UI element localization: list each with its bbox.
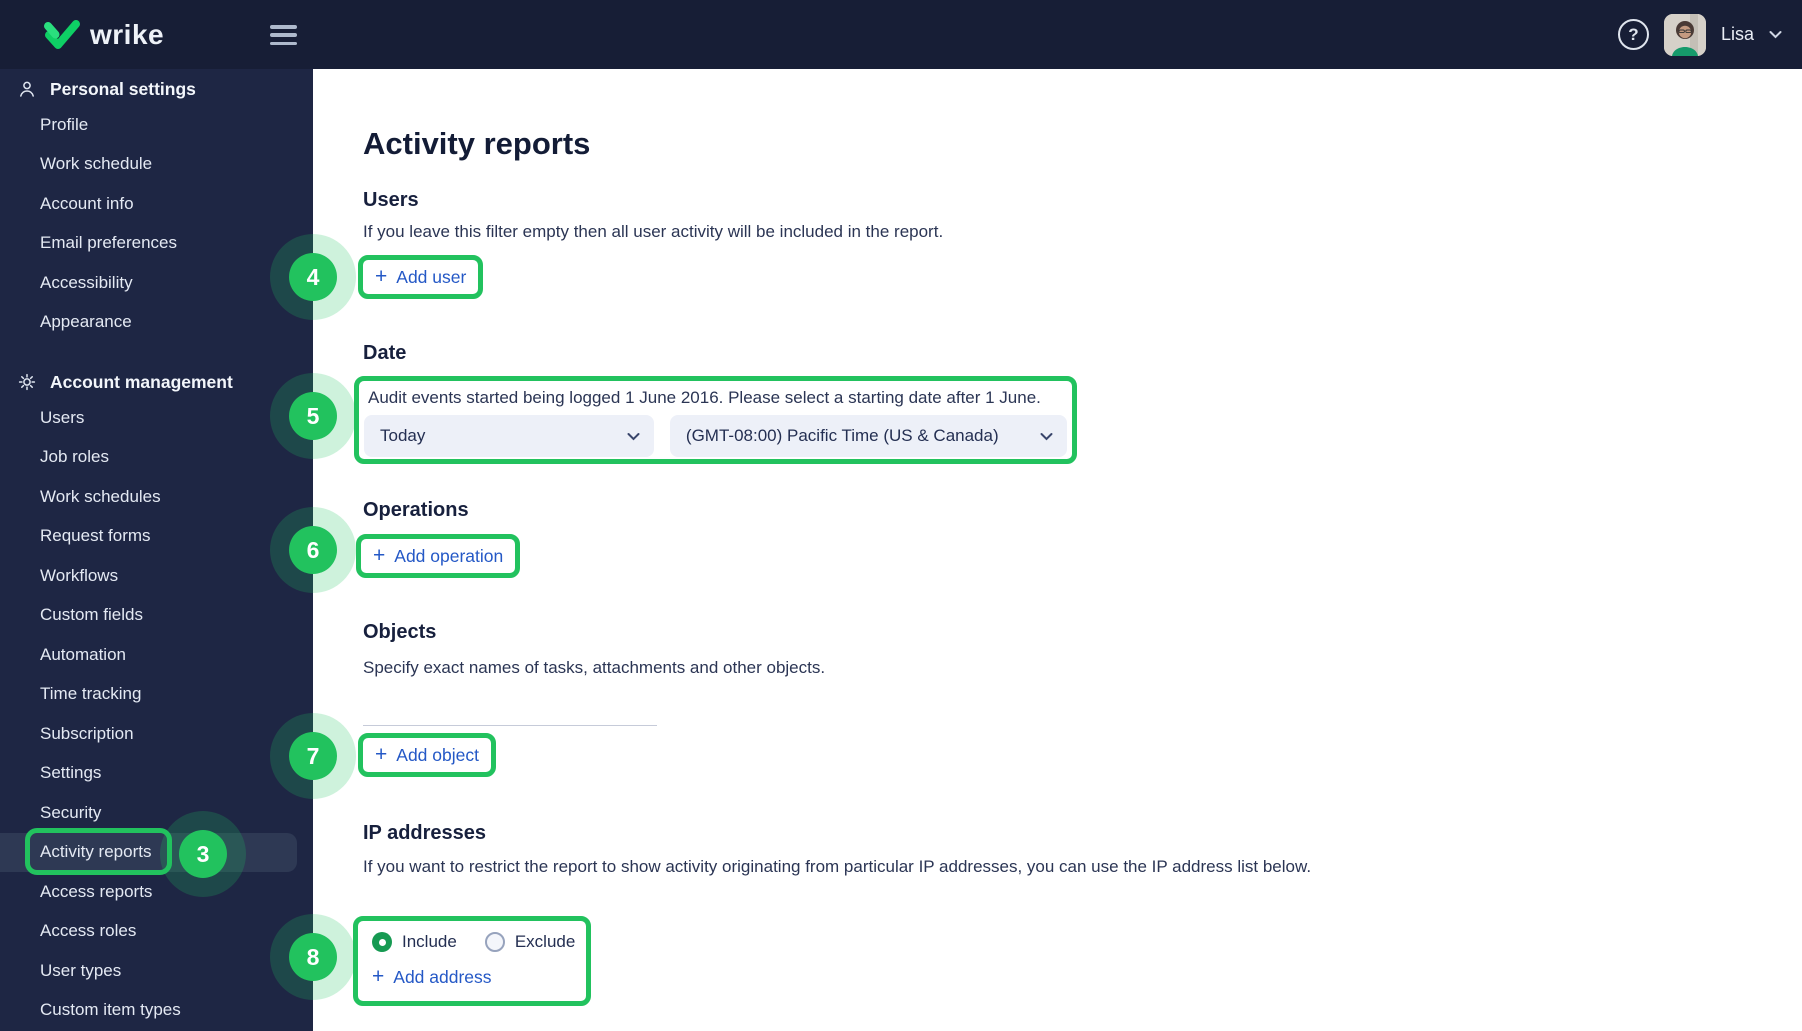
annotation-box-3 [25,828,172,875]
annotation-box-8: Include Exclude + Add address [353,916,591,1006]
annotation-box-7: + Add object [358,733,496,777]
timezone-value: (GMT-08:00) Pacific Time (US & Canada) [685,426,999,445]
gear-icon [17,372,37,392]
exclude-label: Exclude [514,932,576,951]
sidebar-item-time-tracking[interactable]: Time tracking [40,684,142,704]
sidebar-item-profile[interactable]: Profile [40,114,89,134]
sidebar-item-job-roles[interactable]: Job roles [40,447,109,467]
add-operation-button[interactable]: + Add operation [373,545,503,567]
radio-selected-icon [372,932,392,952]
chevron-down-icon[interactable] [1769,30,1782,39]
sidebar-item-user-types[interactable]: User types [40,960,122,980]
add-address-button[interactable]: + Add address [372,966,492,988]
sidebar-item-work-schedules[interactable]: Work schedules [40,486,161,506]
plus-icon: + [372,965,385,988]
main-content: Activity reports Users If you leave this… [313,69,1802,1031]
ip-heading: IP addresses [363,822,487,844]
sidebar-item-account-info[interactable]: Account info [40,193,134,213]
timezone-select[interactable]: (GMT-08:00) Pacific Time (US & Canada) [669,415,1067,457]
include-radio[interactable]: Include [372,932,457,952]
sidebar-item-subscription[interactable]: Subscription [40,723,134,743]
ip-description: If you want to restrict the report to sh… [363,857,1312,876]
plus-icon: + [375,743,388,766]
annotation-box-6: + Add operation [356,534,521,578]
date-controls: Today (GMT-08:00) Pacific Time (US & Can… [364,415,1067,457]
plus-icon: + [375,265,388,288]
sidebar-item-settings[interactable]: Settings [40,763,102,783]
sidebar-item-users[interactable]: Users [40,407,85,427]
sidebar-section-personal-settings: Personal settings [0,73,313,105]
add-user-button[interactable]: + Add user [375,266,466,288]
radio-unselected-icon [484,932,505,952]
add-operation-label: Add operation [394,546,504,566]
date-heading: Date [363,342,407,364]
add-user-label: Add user [396,267,467,287]
objects-heading: Objects [363,621,437,643]
person-icon [17,79,37,99]
add-object-label: Add object [396,745,479,765]
sidebar-item-email-preferences[interactable]: Email preferences [40,233,178,253]
sidebar-item-activity-reports[interactable]: Activity reports [0,832,297,872]
sidebar-item-appearance[interactable]: Appearance [40,312,132,332]
sidebar-item-request-forms[interactable]: Request forms [40,526,151,546]
plus-icon: + [373,544,386,567]
date-range-select[interactable]: Today [364,415,654,457]
sidebar: Personal settings Profile Work schedule Acc… [0,69,313,1031]
include-label: Include [402,932,457,951]
ip-filter-radio-group: Include Exclude [372,932,576,952]
wrike-logo-text: wrike [90,18,165,50]
date-notice: Audit events started being logged 1 June… [368,388,1041,407]
sidebar-item-custom-fields[interactable]: Custom fields [40,605,143,625]
sidebar-item-automation[interactable]: Automation [40,644,126,664]
sidebar-item-work-schedule[interactable]: Work schedule [40,154,153,174]
add-object-button[interactable]: + Add object [375,744,479,766]
help-icon[interactable]: ? [1617,19,1649,50]
menu-icon[interactable] [270,23,298,47]
avatar[interactable] [1663,13,1706,56]
sidebar-item-workflows[interactable]: Workflows [40,565,119,585]
wrike-logo[interactable]: wrike [44,0,164,69]
sidebar-item-custom-item-types[interactable]: Custom item types [40,1000,181,1020]
objects-description: Specify exact names of tasks, attachment… [363,658,826,677]
sidebar-item-access-reports[interactable]: Access reports [40,881,153,901]
users-description: If you leave this filter empty then all … [363,222,944,241]
page-title: Activity reports [363,126,591,161]
annotation-box-5: Audit events started being logged 1 June… [354,376,1077,464]
avatar-image [1663,13,1706,56]
date-range-value: Today [380,426,426,445]
exclude-radio[interactable]: Exclude [484,932,576,952]
topbar-right: ? Lisa [1617,0,1782,69]
sidebar-section-account-management: Account management [0,366,313,398]
user-name[interactable]: Lisa [1720,24,1754,44]
users-heading: Users [363,189,419,211]
annotation-box-4: + Add user [358,255,484,299]
object-name-input[interactable] [363,725,657,726]
sidebar-item-access-roles[interactable]: Access roles [40,921,137,941]
chevron-down-icon [627,432,640,440]
topbar: wrike ? Lisa [0,0,1802,69]
add-address-label: Add address [393,967,492,987]
wrike-check-icon [44,19,80,49]
chevron-down-icon [1040,432,1053,440]
sidebar-item-security[interactable]: Security [40,802,102,822]
help-glyph: ? [1628,24,1639,44]
operations-heading: Operations [363,499,469,521]
sidebar-item-accessibility[interactable]: Accessibility [40,272,133,292]
